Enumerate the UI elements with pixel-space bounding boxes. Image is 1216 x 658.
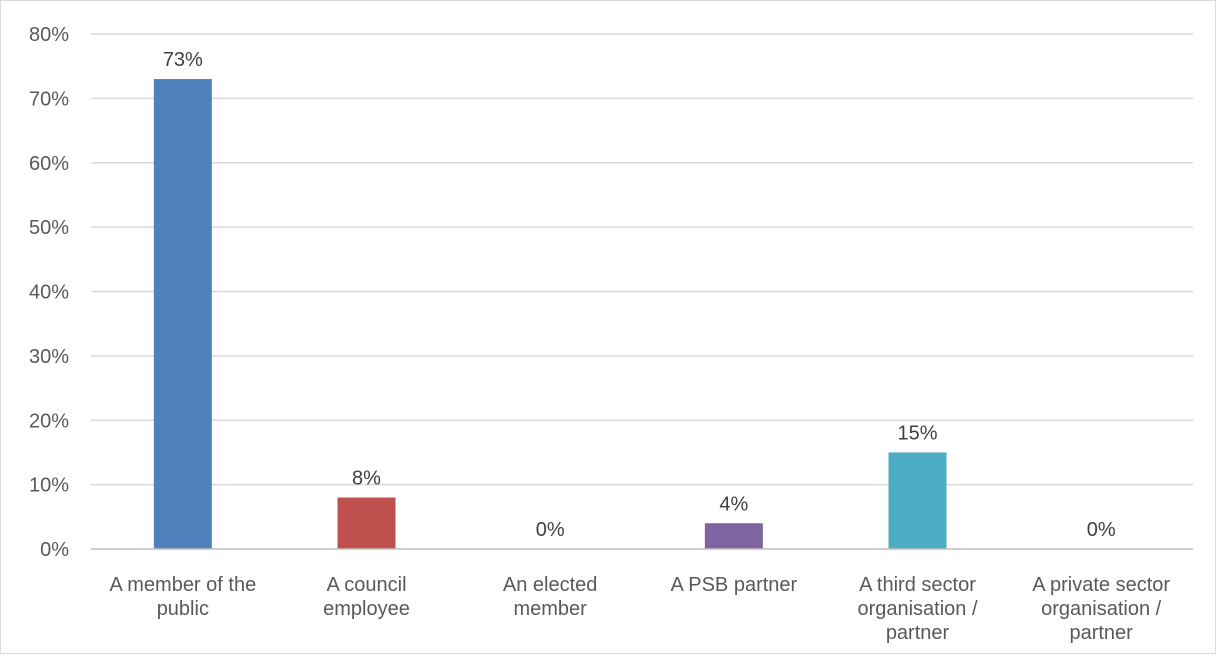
x-tick-label-line: partner (1069, 622, 1133, 644)
x-tick-label: A third sector organisation / partner (857, 574, 978, 644)
x-tick-label-line: partner (886, 622, 950, 644)
data-label: 73% (163, 49, 203, 71)
x-tick-label-line: A PSB partner (670, 574, 797, 596)
y-tick-label: 60% (29, 153, 69, 175)
y-tick-label: 30% (29, 346, 69, 368)
y-tick-label: 70% (29, 88, 69, 110)
data-label: 4% (719, 493, 748, 515)
y-tick-label: 80% (29, 24, 69, 46)
x-tick-label-line: A private sector (1032, 574, 1170, 596)
x-tick-label: An elected member (503, 574, 598, 620)
x-tick-label: A PSB partner (670, 574, 797, 596)
x-tick-label-line: public (157, 598, 209, 620)
x-tick-label-line: A third sector (859, 574, 976, 596)
data-label: 15% (897, 422, 937, 444)
x-tick-label-line: A council (326, 574, 406, 596)
y-tick-label: 10% (29, 475, 69, 497)
bar (888, 452, 947, 549)
x-tick-label-line: A member of the (109, 574, 256, 596)
x-tick-label: A council employee (323, 574, 410, 620)
x-tick-label-line: organisation / (857, 598, 978, 620)
y-tick-label: 20% (29, 410, 69, 432)
x-tick-label: A member of the public (109, 574, 256, 620)
y-tick-label: 40% (29, 282, 69, 304)
bar (704, 523, 763, 549)
x-tick-label-line: organisation / (1041, 598, 1162, 620)
x-tick-label: A private sector organisation / partner (1032, 574, 1170, 644)
data-label: 8% (352, 468, 381, 490)
y-tick-label: 50% (29, 217, 69, 239)
bar (337, 497, 396, 549)
y-axis-tick-labels: 0% 10% 20% 30% 40% 50% 60% 70% 80% (29, 24, 69, 561)
data-labels: 73% 8% 0% 4% 15% 0% (163, 49, 1116, 541)
bar (153, 79, 212, 549)
gridlines (91, 33, 1193, 486)
x-tick-label-line: An elected (503, 574, 598, 596)
x-axis-category-labels: A member of the public A council employee An… (109, 574, 1170, 644)
data-label: 0% (536, 519, 565, 541)
x-tick-label-line: employee (323, 598, 410, 620)
y-tick-label: 0% (40, 539, 69, 561)
bars (153, 79, 947, 549)
data-label: 0% (1087, 519, 1116, 541)
x-tick-label-line: member (513, 598, 587, 620)
